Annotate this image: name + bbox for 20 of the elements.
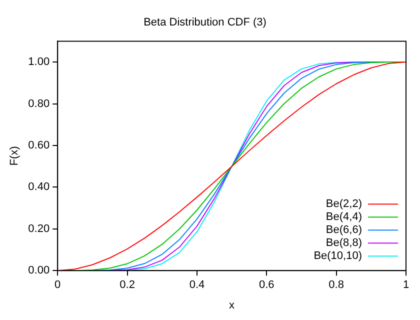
x-tick-label: 0.4 <box>189 279 205 292</box>
chart-title: Beta Distribution CDF (3) <box>144 16 266 29</box>
y-tick-label: 0.20 <box>28 222 50 235</box>
legend-label: Be(2,2) <box>326 198 362 210</box>
y-tick-label: 0.40 <box>28 181 50 194</box>
legend-label: Be(8,8) <box>326 237 362 250</box>
legend-label: Be(6,6) <box>326 224 362 236</box>
x-tick-label: 0.8 <box>328 279 344 292</box>
y-tick-label: 0.80 <box>28 98 50 110</box>
legend-label: Be(10,10) <box>314 250 362 262</box>
y-axis-title: F(x) <box>8 146 21 166</box>
y-tick-label: 1.00 <box>28 56 50 68</box>
legend-label: Be(4,4) <box>326 211 362 224</box>
x-tick-label: 0.6 <box>258 279 274 292</box>
x-tick-label: 0 <box>54 279 61 292</box>
x-tick-label: 0.2 <box>120 279 135 292</box>
x-tick-label: 1 <box>402 279 410 292</box>
y-tick-label: 0.60 <box>28 140 50 152</box>
x-axis-title: x <box>229 299 236 312</box>
y-tick-label: 0.00 <box>28 264 50 277</box>
